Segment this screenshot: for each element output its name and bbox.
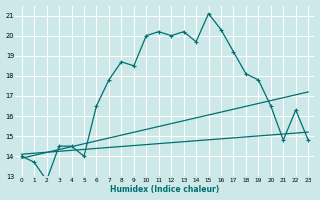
X-axis label: Humidex (Indice chaleur): Humidex (Indice chaleur) (110, 185, 220, 194)
